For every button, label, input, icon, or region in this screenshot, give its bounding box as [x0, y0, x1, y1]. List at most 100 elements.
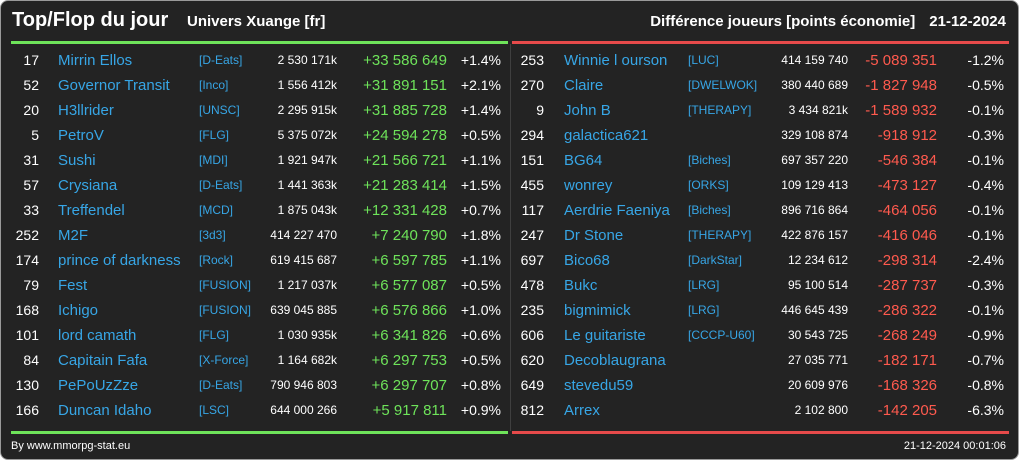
player-name-link[interactable]: Decoblaugrana	[564, 352, 666, 369]
player-rank: 31	[23, 152, 39, 168]
points-difference: +12 331 428	[363, 202, 447, 219]
player-rank: 52	[23, 77, 39, 93]
player-row: 620 Decoblaugrana 27 035 771 -182 171 -0.7%	[512, 348, 1009, 373]
player-name-link[interactable]: Aerdrie Faeniya	[564, 202, 670, 219]
player-points: 329 108 874	[781, 128, 848, 142]
alliance-tag-link[interactable]: [3d3]	[199, 228, 226, 242]
player-points: 1 217 037k	[277, 278, 337, 292]
player-name-link[interactable]: Crysiana	[58, 177, 118, 194]
percent-change: -0.5%	[967, 77, 1004, 93]
player-row: 649 stevedu59 20 609 976 -168 326 -0.8%	[512, 373, 1009, 398]
player-name-link[interactable]: John B	[564, 102, 611, 119]
player-name-link[interactable]: Governor Transit	[58, 77, 170, 94]
percent-change: -6.3%	[967, 402, 1004, 418]
player-name-link[interactable]: wonrey	[564, 177, 613, 194]
alliance-tag-link[interactable]: [UNSC]	[199, 103, 240, 117]
player-rank: 812	[520, 402, 544, 418]
percent-change: +0.5%	[460, 127, 501, 143]
player-points: 5 375 072k	[277, 128, 337, 142]
alliance-tag-link[interactable]: [D-Eats]	[199, 378, 243, 392]
player-rank: 455	[520, 177, 544, 193]
flop-accent-bar	[512, 41, 1009, 44]
alliance-tag-link[interactable]: [Biches]	[688, 203, 731, 217]
player-name-link[interactable]: Claire	[564, 77, 604, 94]
alliance-tag-link[interactable]: [Rock]	[199, 253, 234, 267]
player-rank: 168	[15, 302, 39, 318]
alliance-tag-link[interactable]: [Biches]	[688, 153, 731, 167]
player-name-link[interactable]: Duncan Idaho	[58, 402, 152, 419]
alliance-tag-link[interactable]: [CCCP-U60]	[688, 328, 755, 342]
alliance-tag-link[interactable]: [D-Eats]	[199, 178, 243, 192]
alliance-tag-link[interactable]: [THERAPY]	[688, 228, 752, 242]
alliance-tag-link[interactable]: [DWELWOK]	[688, 78, 758, 92]
player-name-link[interactable]: Sushi	[58, 152, 96, 169]
alliance-tag-link[interactable]: [Inco]	[199, 78, 229, 92]
player-points: 1 875 043k	[277, 203, 337, 217]
player-rank: 247	[520, 227, 544, 243]
player-name-link[interactable]: Dr Stone	[564, 227, 624, 244]
player-rank: 151	[520, 152, 544, 168]
player-name-link[interactable]: Mirrin Ellos	[58, 52, 133, 69]
alliance-tag-link[interactable]: [LSC]	[199, 403, 230, 417]
player-name-link[interactable]: PetroV	[58, 127, 104, 144]
player-name-link[interactable]: Le guitariste	[564, 327, 646, 344]
alliance-tag-link[interactable]: [MCD]	[199, 203, 233, 217]
alliance-tag-link[interactable]: [MDI]	[199, 153, 228, 167]
player-rank: 252	[15, 227, 39, 243]
alliance-tag-link[interactable]: [DarkStar]	[688, 253, 743, 267]
alliance-tag-link[interactable]: [THERAPY]	[688, 103, 752, 117]
player-rank: 620	[520, 352, 544, 368]
player-rank: 79	[23, 277, 39, 293]
player-points: 109 129 413	[781, 178, 848, 192]
player-name-link[interactable]: M2F	[58, 227, 88, 244]
player-name-link[interactable]: PePoUzZze	[58, 377, 139, 394]
percent-change: +0.8%	[460, 377, 501, 393]
player-name-link[interactable]: Capitain Fafa	[58, 352, 148, 369]
alliance-tag-link[interactable]: [LUC]	[688, 53, 719, 67]
player-name-link[interactable]: lord camath	[58, 327, 137, 344]
alliance-tag-link[interactable]: [LRG]	[688, 303, 720, 317]
percent-change: +2.1%	[460, 77, 501, 93]
metric-label: Différence joueurs [points économie]	[650, 13, 916, 30]
alliance-tag-link[interactable]: [ORKS]	[688, 178, 729, 192]
player-name-link[interactable]: prince of darkness	[58, 252, 181, 269]
alliance-tag-link[interactable]: [FUSION]	[199, 278, 252, 292]
player-name-link[interactable]: H3llrider	[58, 102, 114, 119]
player-name-link[interactable]: Bico68	[564, 252, 610, 269]
percent-change: -0.4%	[967, 177, 1004, 193]
alliance-tag-link[interactable]: [D-Eats]	[199, 53, 243, 67]
percent-change: -0.7%	[967, 352, 1004, 368]
player-points: 2 295 915k	[277, 103, 337, 117]
player-name-link[interactable]: galactica621	[564, 127, 649, 144]
points-difference: -1 589 932	[865, 102, 937, 119]
player-row: 174 prince of darkness [Rock] 619 415 687 +6…	[11, 248, 508, 273]
player-points: 3 434 821k	[788, 103, 848, 117]
points-difference: -168 326	[877, 377, 937, 394]
player-name-link[interactable]: Arrex	[564, 402, 600, 419]
alliance-tag-link[interactable]: [LRG]	[688, 278, 720, 292]
points-difference: +6 297 707	[371, 377, 448, 394]
alliance-tag-link[interactable]: [X-Force]	[199, 353, 249, 367]
player-name-link[interactable]: BG64	[564, 152, 603, 169]
player-name-link[interactable]: bigmimick	[564, 302, 631, 319]
alliance-tag-link[interactable]: [FUSION]	[199, 303, 252, 317]
player-name-link[interactable]: Treffendel	[58, 202, 125, 219]
player-points: 644 000 266	[270, 403, 337, 417]
points-difference: +21 283 414	[363, 177, 447, 194]
points-difference: +6 341 826	[371, 327, 448, 344]
player-name-link[interactable]: Fest	[58, 277, 88, 294]
player-rank: 5	[31, 127, 39, 143]
player-name-link[interactable]: Ichigo	[58, 302, 99, 319]
points-difference: +6 597 785	[371, 252, 448, 269]
panel-divider	[510, 44, 511, 431]
player-name-link[interactable]: stevedu59	[564, 377, 634, 394]
player-name-link[interactable]: Winnie l ourson	[564, 52, 668, 69]
alliance-tag-link[interactable]: [FLG]	[199, 328, 230, 342]
player-name-link[interactable]: Bukc	[564, 277, 598, 294]
player-rank: 33	[23, 202, 39, 218]
player-row: 117 Aerdrie Faeniya [Biches] 896 716 864 -46…	[512, 198, 1009, 223]
alliance-tag-link[interactable]: [FLG]	[199, 128, 230, 142]
date-label: 21-12-2024	[929, 13, 1006, 30]
points-difference: -918 912	[877, 127, 937, 144]
player-rank: 9	[536, 102, 544, 118]
